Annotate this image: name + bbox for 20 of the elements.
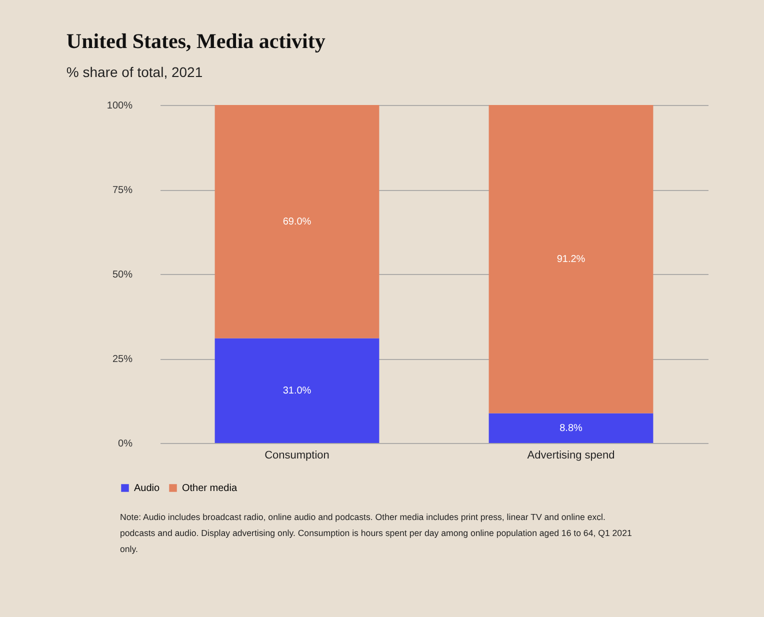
y-tick-label: 100% [106,100,133,112]
text: Note: Audio includes broadcast radio, online audio and podcasts. Other media includes print press, linear TV and online excl. podcasts and audio. Display advertising only. Consumption is hours spent per day among online population aged 16 to 64, Q1 2021 only. [120,512,632,554]
legend-label: Other media [182,483,238,494]
chart-title: United States, Media activity [66,29,326,53]
y-tick-label: 75% [112,185,133,196]
data-label: 69.0% [282,216,312,228]
y-tick-label: 0% [118,438,133,450]
data-label: 31.0% [282,386,312,397]
legend-label: Audio [134,483,160,494]
bar [488,413,654,443]
chart-subtitle: % share of total, 2021 [66,64,203,80]
x-tick-label: Consumption [264,450,330,462]
y-tick-label: 25% [112,354,133,365]
y-tick-label: 50% [112,270,133,280]
bar [488,105,654,414]
bar [214,338,380,443]
data-label: 8.8% [560,423,583,434]
x-tick-label: Advertising spend [527,450,615,462]
data-label: 91.2% [556,254,586,266]
bar [214,105,380,338]
